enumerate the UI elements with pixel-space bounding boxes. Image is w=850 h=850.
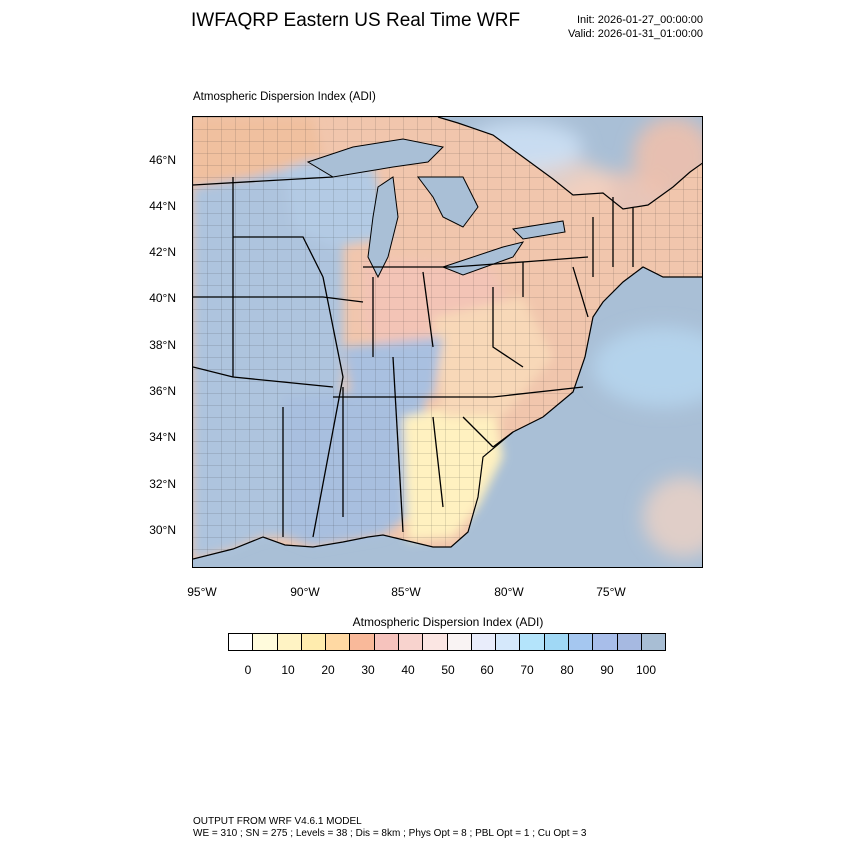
colorbar-label: 40 (401, 663, 415, 677)
colorbar-swatch (471, 634, 497, 650)
adi-map (192, 116, 703, 568)
lat-label-46n: 46°N (149, 153, 176, 167)
lat-label-36n: 36°N (149, 384, 176, 398)
colorbar-swatch (617, 634, 642, 650)
colorbar-swatch (350, 634, 375, 650)
colorbar-label: 20 (321, 663, 335, 677)
map-canvas (193, 117, 702, 567)
valid-time: Valid: 2026-01-31_01:00:00 (568, 28, 703, 40)
colorbar-swatch (568, 634, 594, 650)
lon-label-80w: 80°W (494, 585, 524, 599)
lake-superior (306, 138, 445, 178)
colorbar-swatch (326, 634, 351, 650)
colorbar-swatch (301, 634, 327, 650)
colorbar-swatch (374, 634, 399, 650)
colorbar-label: 30 (361, 663, 375, 677)
lat-label-40n: 40°N (149, 291, 176, 305)
colorbar-swatch (277, 634, 302, 650)
colorbar-label: 60 (480, 663, 494, 677)
state-boundaries (193, 176, 634, 538)
colorbar-swatch (641, 634, 666, 650)
footer-config-line: WE = 310 ; SN = 275 ; Levels = 38 ; Dis … (193, 828, 587, 839)
colorbar-label: 70 (520, 663, 534, 677)
lat-label-42n: 42°N (149, 245, 176, 259)
colorbar-swatch (544, 634, 569, 650)
colorbar-swatch (253, 634, 278, 650)
plot-subtitle: Atmospheric Dispersion Index (ADI) (193, 91, 376, 103)
lon-label-90w: 90°W (290, 585, 320, 599)
colorbar-swatch (229, 634, 254, 650)
colorbar-swatch (496, 634, 521, 650)
colorbar-swatch (398, 634, 424, 650)
lat-label-34n: 34°N (149, 430, 176, 444)
init-time: Init: 2026-01-27_00:00:00 (577, 14, 703, 26)
lat-label-44n: 44°N (149, 199, 176, 213)
lat-label-32n: 32°N (149, 477, 176, 491)
footer-model-line: OUTPUT FROM WRF V4.6.1 MODEL (193, 816, 362, 827)
colorbar-label: 90 (600, 663, 614, 677)
colorbar-swatch (447, 634, 472, 650)
lat-label-30n: 30°N (149, 523, 176, 537)
lat-label-38n: 38°N (149, 338, 176, 352)
plot-title: IWFAQRP Eastern US Real Time WRF (191, 10, 521, 31)
colorbar (228, 633, 666, 651)
lake-huron (417, 176, 479, 228)
colorbar-swatch (593, 634, 618, 650)
northern-coastline (437, 117, 702, 210)
colorbar-label: 50 (441, 663, 455, 677)
lake-ontario (511, 220, 566, 240)
atlantic-gulf-coastline (193, 266, 702, 560)
colorbar-title: Atmospheric Dispersion Index (ADI) (352, 615, 544, 629)
lon-label-95w: 95°W (187, 585, 217, 599)
lon-label-85w: 85°W (391, 585, 421, 599)
colorbar-label: 10 (281, 663, 295, 677)
colorbar-label: 80 (560, 663, 574, 677)
colorbar-label: 0 (244, 663, 252, 677)
lon-label-75w: 75°W (596, 585, 626, 599)
colorbar-swatch (423, 634, 448, 650)
colorbar-label: 100 (635, 663, 657, 677)
colorbar-swatch (520, 634, 545, 650)
